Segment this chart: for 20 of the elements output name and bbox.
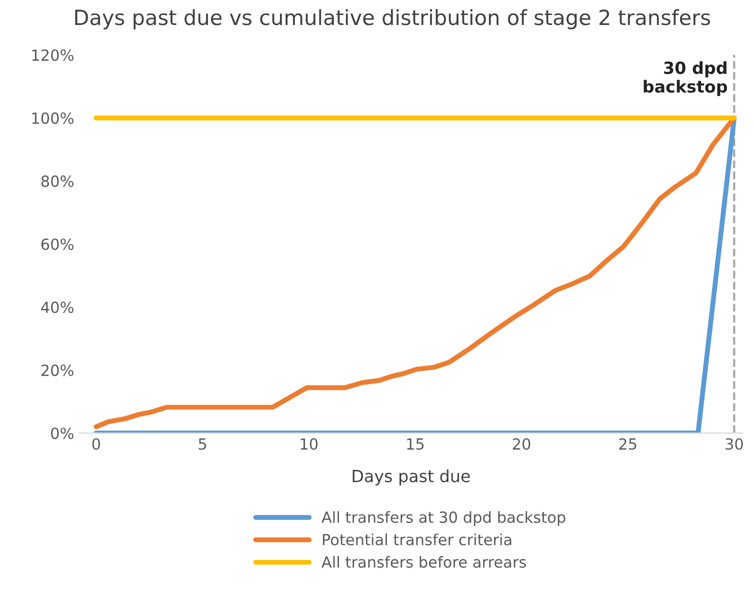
legend-label: Potential transfer criteria	[322, 534, 512, 546]
y-tick-label: 120%	[32, 49, 74, 61]
y-tick-label: 0%	[51, 428, 74, 440]
legend-label: All transfers before arrears	[322, 556, 526, 568]
x-tick-label: 0	[92, 438, 100, 450]
y-tick-label: 100%	[32, 112, 74, 124]
y-tick-label: 40%	[41, 302, 74, 314]
chart-title: Days past due vs cumulative distribution of stage 2 transfers	[75, 9, 710, 30]
y-tick-label: 80%	[41, 175, 74, 187]
x-axis-title: Days past due	[352, 469, 470, 486]
legend-label: All transfers at 30 dpd backstop	[322, 511, 566, 526]
x-tick-label: 25	[619, 438, 636, 450]
y-tick-label: 60%	[41, 238, 74, 250]
x-tick-label: 15	[407, 438, 424, 450]
x-tick-label: 20	[512, 438, 530, 450]
x-tick-label: 30	[726, 438, 743, 450]
x-tick-label: 10	[300, 438, 318, 450]
x-tick-label: 5	[198, 438, 206, 450]
y-tick-label: 20%	[41, 364, 74, 376]
ref-line-label: 30 dpd backstop	[644, 61, 728, 96]
